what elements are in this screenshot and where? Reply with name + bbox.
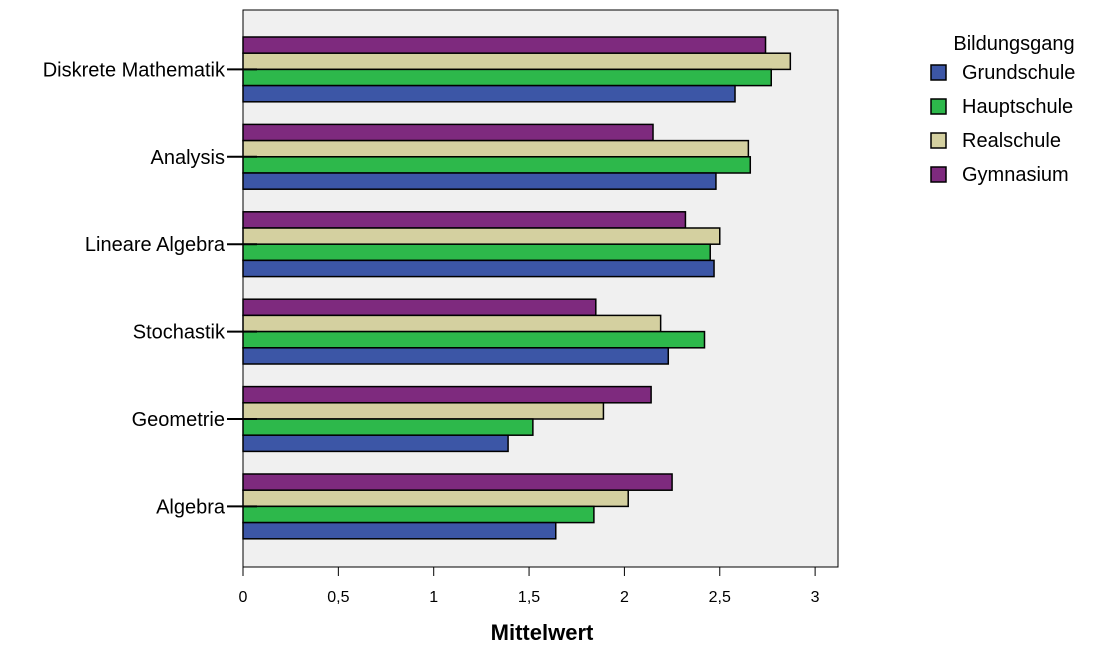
legend-swatch-hauptschule (930, 98, 947, 115)
x-tick-label: 2 (620, 589, 629, 606)
category-label: Stochastik (133, 322, 226, 344)
category-label: Lineare Algebra (85, 234, 226, 256)
legend-label-hauptschule: Hauptschule (962, 96, 1073, 118)
x-tick-label: 1 (429, 589, 438, 606)
category-label: Algebra (156, 496, 226, 518)
legend-label-grundschule: Grundschule (962, 62, 1075, 84)
bar-grundschule-diskrete-mathematik (242, 84, 736, 103)
bar-realschule-analysis (242, 139, 750, 158)
x-tick-label: 0 (239, 589, 248, 606)
bar-grundschule-lineare-algebra (242, 259, 715, 278)
x-tick-label: 0,5 (327, 589, 349, 606)
category-axis: Diskrete Mathematik Analysis Lineare Algeb… (43, 59, 257, 518)
legend-label-realschule: Realschule (962, 130, 1061, 152)
legend-title: Bildungsgang (953, 33, 1074, 55)
bar-gymnasium-algebra (242, 473, 673, 491)
legend-swatch-grundschule (930, 64, 947, 81)
x-tick-label: 1,5 (518, 589, 540, 606)
bars-group (242, 36, 792, 540)
bar-hauptschule-lineare-algebra (242, 243, 711, 262)
bar-gymnasium-stochastik (242, 298, 597, 317)
x-tick-label: 2,5 (709, 589, 731, 606)
category-label: Geometrie (132, 409, 225, 431)
bar-hauptschule-algebra (242, 505, 595, 524)
value-axis: 0 0,5 1 1,5 2 2,5 3 (239, 567, 820, 606)
bar-grundschule-algebra (242, 521, 557, 540)
bar-grundschule-analysis (242, 172, 717, 190)
bar-grundschule-stochastik (242, 347, 670, 365)
bar-hauptschule-geometrie (242, 418, 534, 436)
legend-swatch-gymnasium (930, 166, 947, 183)
legend-swatch-realschule (930, 132, 947, 149)
bar-hauptschule-analysis (242, 156, 752, 174)
x-axis-title: Mittelwert (491, 620, 594, 645)
bar-realschule-geometrie (242, 402, 605, 420)
legend-label-gymnasium: Gymnasium (962, 164, 1069, 186)
bar-realschule-diskrete-mathematik (242, 52, 792, 71)
x-tick-label: 3 (811, 589, 820, 606)
category-label: Analysis (151, 147, 225, 169)
bar-grundschule-geometrie (242, 434, 509, 453)
bar-realschule-algebra (242, 489, 629, 508)
bar-hauptschule-diskrete-mathematik (242, 68, 773, 87)
bar-hauptschule-stochastik (242, 330, 706, 349)
bar-gymnasium-analysis (242, 123, 654, 142)
bar-gymnasium-geometrie (242, 385, 652, 404)
category-label: Diskrete Mathematik (43, 59, 226, 81)
bar-realschule-lineare-algebra (242, 227, 721, 245)
bar-gymnasium-lineare-algebra (242, 211, 687, 229)
bar-gymnasium-diskrete-mathematik (242, 36, 767, 54)
legend: Bildungsgang Grundschule Hauptschule Reals… (930, 33, 1075, 186)
bar-realschule-stochastik (242, 314, 662, 333)
